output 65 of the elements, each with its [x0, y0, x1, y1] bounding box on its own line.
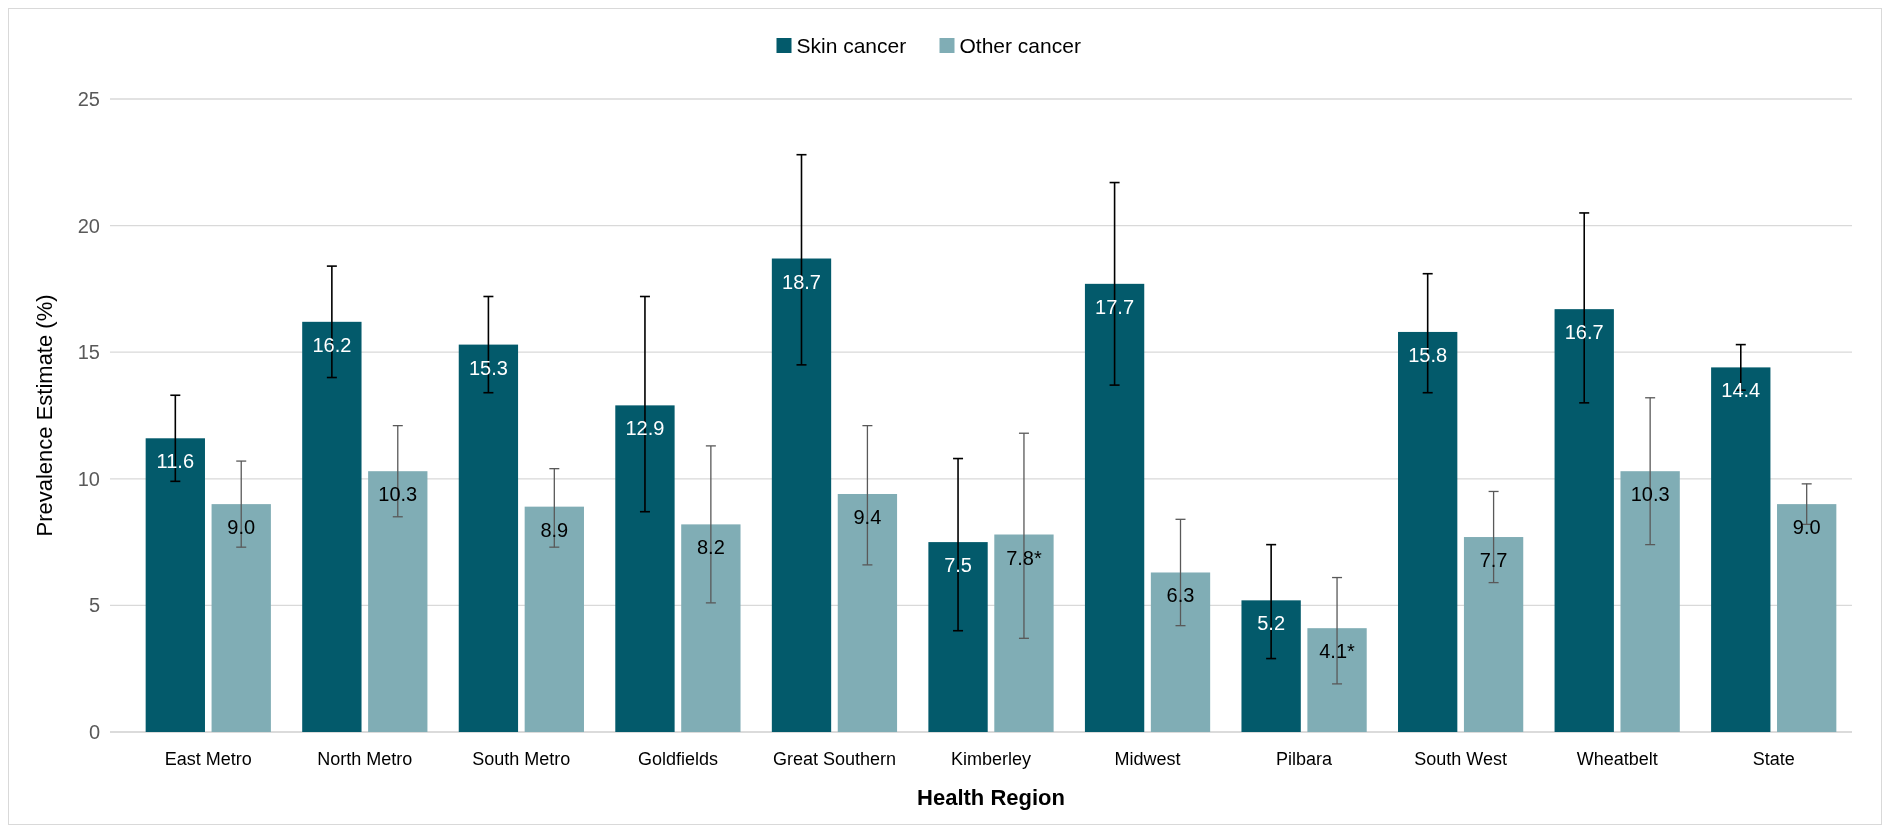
bar: [145, 438, 205, 732]
data-label: 9.4: [853, 505, 882, 528]
bar: [1711, 367, 1771, 732]
x-tick-label: Goldfields: [637, 749, 718, 769]
bar: [1554, 309, 1614, 732]
data-label: 8.2: [696, 536, 725, 559]
bar: [681, 524, 741, 732]
data-label: 7.8*: [1006, 546, 1042, 569]
x-axis-title: Health Region: [917, 785, 1065, 810]
bar: [1777, 504, 1837, 732]
x-tick-label: State: [1752, 749, 1795, 769]
bar: [1150, 572, 1211, 732]
bar: [771, 258, 832, 732]
x-tick-label: South Metro: [472, 749, 571, 769]
data-label: 10.3: [1630, 483, 1670, 506]
data-label: 5.2: [1257, 612, 1286, 635]
y-axis-title: Prevalence Estimate (%): [32, 294, 57, 537]
y-tick-label: 15: [77, 341, 100, 364]
data-label: 14.4: [1721, 379, 1761, 402]
data-label: 6.3: [1166, 584, 1195, 607]
legend-label: Other cancer: [959, 34, 1081, 58]
x-tick-label: Wheatbelt: [1576, 749, 1658, 769]
x-tick-label: Great Southern: [772, 749, 896, 769]
data-label: 15.8: [1408, 343, 1448, 366]
bar: [302, 321, 362, 732]
bar: [837, 493, 898, 732]
data-label: 16.2: [312, 333, 352, 356]
bar: [615, 405, 675, 732]
x-tick-label: Kimberley: [950, 749, 1032, 769]
bar: [1084, 283, 1145, 732]
y-tick-label: 20: [77, 214, 100, 237]
bar: [928, 542, 988, 732]
data-label: 9.0: [1792, 516, 1821, 539]
bar: [1398, 331, 1458, 732]
data-label: 8.9: [540, 518, 569, 541]
y-tick-label: 25: [77, 88, 100, 110]
data-label: 18.7: [782, 270, 821, 293]
data-label: 12.9: [625, 417, 665, 440]
x-tick-label: East Metro: [164, 749, 252, 769]
data-label: 7.7: [1479, 549, 1508, 572]
bar: [458, 344, 519, 732]
bar: [1463, 537, 1524, 732]
x-tick-label: South West: [1414, 749, 1507, 769]
x-tick-label: Midwest: [1114, 749, 1181, 769]
data-label: 16.7: [1564, 321, 1604, 344]
y-tick-label: 5: [88, 594, 100, 617]
bar: [1620, 471, 1680, 732]
data-label: 4.1*: [1319, 640, 1356, 663]
bar: [1241, 600, 1301, 732]
bar: [368, 471, 428, 732]
legend-label: Skin cancer: [796, 34, 907, 58]
x-tick-label: North Metro: [317, 749, 413, 769]
x-tick-label: Pilbara: [1276, 749, 1334, 769]
data-label: 17.7: [1095, 295, 1135, 318]
bar: [994, 534, 1054, 732]
data-label: 10.3: [378, 483, 418, 506]
data-label: 11.6: [156, 450, 195, 473]
y-tick-label: 0: [88, 721, 100, 743]
bar: [211, 504, 271, 732]
data-label: 15.3: [468, 356, 508, 379]
bar: [1307, 628, 1367, 732]
data-label: 9.0: [227, 516, 256, 539]
bar: [524, 506, 584, 732]
data-label: 7.5: [944, 554, 972, 577]
y-tick-label: 10: [77, 467, 100, 490]
